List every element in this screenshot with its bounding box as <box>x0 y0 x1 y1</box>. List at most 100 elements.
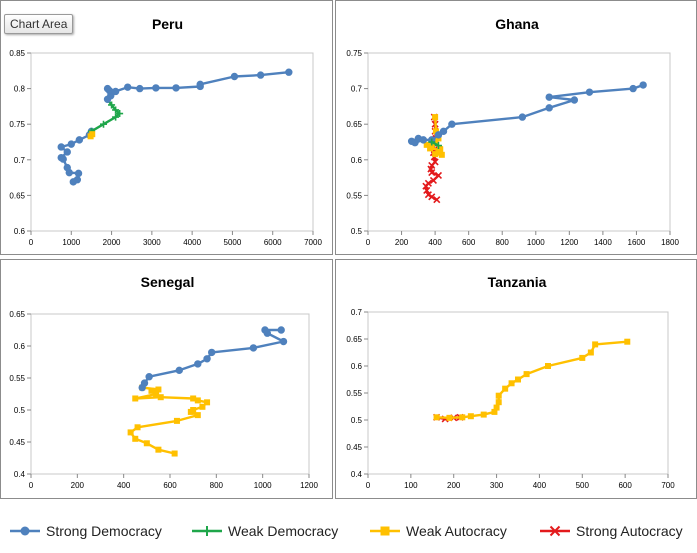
point-senegal-weak-autocracy-0-17 <box>148 387 155 394</box>
point-senegal-strong-democracy-1-5 <box>203 355 211 363</box>
point-tanzania-weak-autocracy-1-10 <box>508 380 515 387</box>
chart-svg-peru: Peru 0.6 0.65 0.7 0.75 0.8 0.85 0 1000 2000 3000 40… <box>9 16 322 247</box>
point-tanzania-weak-autocracy-1-6 <box>493 404 500 411</box>
point-senegal-weak-autocracy-0-15 <box>132 395 139 402</box>
point-tanzania-weak-autocracy-1-7 <box>495 399 502 406</box>
point-peru-weak-democracy-1-2 <box>112 113 120 121</box>
series-ghana-weak-democracy-3 <box>428 138 442 150</box>
point-tanzania-weak-autocracy-1-13 <box>545 363 551 369</box>
point-tanzania-weak-autocracy-1-15 <box>587 349 594 356</box>
point-tanzania-weak-autocracy-1-8 <box>495 392 502 399</box>
chart-title-tanzania: Tanzania <box>488 274 547 290</box>
point-peru-strong-democracy-2-6 <box>136 84 144 93</box>
point-senegal-weak-autocracy-0-13 <box>190 395 197 402</box>
y-tick-label-tanzania-6: 0.7 <box>351 308 363 317</box>
point-ghana-strong-democracy-2-14 <box>639 81 647 89</box>
legend-item-weak-democracy[interactable]: Weak Democracy <box>190 514 338 548</box>
chart-panel-ghana[interactable]: Ghana 0.5 0.55 0.6 0.65 0.7 0.75 0 200 400 600 800 1… <box>335 0 697 255</box>
x-tick-label-tanzania-4: 400 <box>533 481 547 490</box>
chart-title-ghana: Ghana <box>495 16 539 32</box>
point-peru-strong-democracy-2-7 <box>152 84 160 92</box>
point-ghana-strong-autocracy-0-5 <box>424 179 432 187</box>
y-tick-label-ghana-5: 0.75 <box>346 49 362 58</box>
x-tick-label-tanzania-5: 500 <box>576 481 590 490</box>
x-tick-label-tanzania-2: 200 <box>447 481 461 490</box>
point-senegal-strong-democracy-1-1 <box>140 379 149 387</box>
point-peru-strong-democracy-0-6 <box>57 153 65 162</box>
legend-label-strong-democracy: Strong Democracy <box>46 523 162 539</box>
legend-marker-weak-democracy <box>202 526 212 536</box>
legend-item-weak-autocracy[interactable]: Weak Autocracy <box>368 514 507 548</box>
legend-item-strong-democracy[interactable]: Strong Democracy <box>8 514 162 548</box>
chart-panel-senegal[interactable]: Senegal 0.4 0.45 0.5 0.55 0.6 0.65 0 200 400 600 80… <box>0 259 333 499</box>
series-line-tanzania-weak-autocracy-1 <box>436 340 628 420</box>
legend-label-strong-autocracy: Strong Autocracy <box>576 523 683 539</box>
point-ghana-weak-autocracy-1-11 <box>437 146 444 153</box>
point-tanzania-weak-autocracy-1-0 <box>433 414 440 421</box>
point-peru-strong-democracy-2-12 <box>256 71 265 79</box>
chart-svg-ghana: Ghana 0.5 0.55 0.6 0.65 0.7 0.75 0 200 400 600 800 1… <box>346 16 679 247</box>
point-tanzania-weak-autocracy-1-12 <box>523 371 530 378</box>
point-senegal-weak-autocracy-0-5 <box>134 424 141 431</box>
x-tick-label-tanzania-6: 600 <box>618 481 632 490</box>
x-tick-label-peru-1: 1000 <box>62 238 80 247</box>
legend-marker-strong-democracy <box>20 526 30 536</box>
point-peru-strong-democracy-2-4 <box>111 87 120 96</box>
point-ghana-weak-democracy-3-1 <box>434 142 442 150</box>
point-peru-strong-democracy-0-10 <box>75 136 84 144</box>
point-peru-strong-democracy-0-7 <box>63 148 71 156</box>
x-tick-label-peru-2: 2000 <box>103 238 121 247</box>
y-tick-label-ghana-1: 0.55 <box>346 191 362 200</box>
point-ghana-strong-democracy-2-8 <box>518 113 527 121</box>
point-peru-strong-democracy-0-2 <box>74 169 83 178</box>
chart-panel-peru[interactable]: Peru 0.6 0.65 0.7 0.75 0.8 0.85 0 1000 2000 3000 40… <box>0 0 333 255</box>
x-tick-label-ghana-3: 600 <box>462 238 476 247</box>
point-tanzania-weak-autocracy-1-14 <box>579 354 586 361</box>
chart-panel-tanzania[interactable]: Tanzania 0.4 0.45 0.5 0.55 0.6 0.65 0.7 0 100 200 3… <box>335 259 697 499</box>
y-tick-label-peru-5: 0.85 <box>9 49 25 58</box>
legend-marker-shape-2 <box>380 526 390 536</box>
point-tanzania-weak-autocracy-1-16 <box>592 341 599 348</box>
point-senegal-weak-autocracy-0-9 <box>190 407 197 413</box>
y-tick-label-senegal-3: 0.55 <box>9 374 25 383</box>
point-ghana-strong-autocracy-0-7 <box>434 171 443 180</box>
point-senegal-weak-autocracy-0-0 <box>171 450 178 457</box>
legend-item-strong-autocracy[interactable]: Strong Autocracy <box>538 514 683 548</box>
point-peru-strong-democracy-2-10 <box>196 80 204 89</box>
point-ghana-weak-autocracy-1-8 <box>435 149 442 156</box>
legend-key-weak-autocracy <box>370 526 400 536</box>
point-tanzania-weak-autocracy-1-2 <box>459 414 466 421</box>
y-tick-label-peru-0: 0.6 <box>14 227 26 236</box>
x-tick-label-tanzania-0: 0 <box>366 481 371 490</box>
point-senegal-strong-democracy-1-3 <box>175 366 183 375</box>
y-tick-label-ghana-2: 0.6 <box>351 156 363 165</box>
y-tick-label-tanzania-3: 0.55 <box>346 389 362 398</box>
point-senegal-weak-autocracy-0-10 <box>199 403 206 410</box>
point-senegal-weak-autocracy-0-2 <box>143 440 150 447</box>
x-tick-label-peru-0: 0 <box>29 238 34 247</box>
point-ghana-strong-democracy-2-10 <box>570 96 579 104</box>
x-tick-label-senegal-2: 400 <box>117 481 131 490</box>
legend-label-weak-autocracy: Weak Autocracy <box>406 523 507 539</box>
chart-legend[interactable]: Strong Democracy Weak Democracy Weak Aut… <box>0 514 697 548</box>
x-tick-label-senegal-3: 600 <box>163 481 177 490</box>
x-tick-label-ghana-0: 0 <box>366 238 371 247</box>
x-tick-label-senegal-5: 1000 <box>254 481 272 490</box>
point-ghana-weak-democracy-3-0 <box>428 138 436 146</box>
point-peru-strong-democracy-2-3 <box>103 84 112 93</box>
point-peru-strong-democracy-0-1 <box>73 176 82 184</box>
point-peru-strong-democracy-2-8 <box>172 84 180 92</box>
x-tick-label-tanzania-7: 700 <box>661 481 675 490</box>
x-tick-label-peru-4: 4000 <box>183 238 201 247</box>
point-peru-weak-autocracy-3-1 <box>89 131 96 138</box>
point-senegal-weak-autocracy-0-16 <box>153 391 160 397</box>
point-tanzania-weak-autocracy-1-4 <box>480 411 487 418</box>
y-tick-label-ghana-4: 0.7 <box>351 85 363 94</box>
point-senegal-weak-autocracy-0-1 <box>155 446 162 453</box>
chart-svg-senegal: Senegal 0.4 0.45 0.5 0.55 0.6 0.65 0 200 400 600 80… <box>9 274 318 490</box>
plot-area-tanzania <box>367 311 669 475</box>
chart-svg-tanzania: Tanzania 0.4 0.45 0.5 0.55 0.6 0.65 0.7 0 100 200 3… <box>346 274 675 490</box>
point-senegal-weak-autocracy-0-11 <box>204 399 211 406</box>
series-senegal-strong-democracy-1 <box>138 326 288 392</box>
point-peru-weak-democracy-1-1 <box>100 120 108 128</box>
